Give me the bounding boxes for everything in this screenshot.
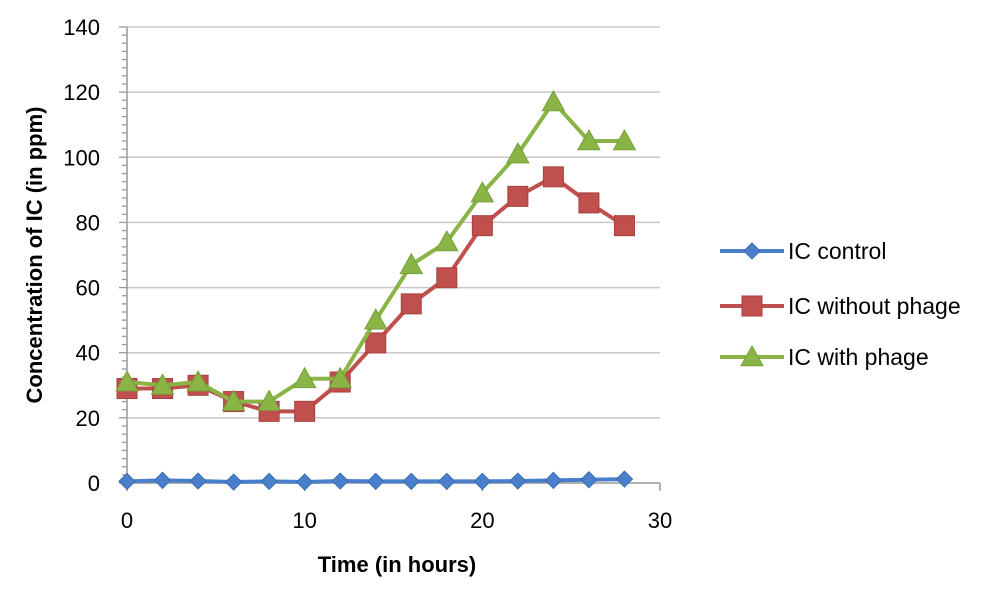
- y-tick-label-140: 140: [63, 15, 100, 40]
- x-tick-label-0: 0: [121, 508, 133, 533]
- data-point-0-9: [438, 472, 456, 491]
- y-tick-label-60: 60: [76, 276, 100, 301]
- legend-label-2: IC with phage: [788, 344, 929, 370]
- data-point-0-12: [544, 471, 563, 490]
- data-point-1-7: [365, 332, 387, 354]
- data-point-2-1: [150, 373, 175, 395]
- data-point-2-10: [470, 181, 495, 203]
- data-point-2-3: [221, 389, 246, 411]
- x-axis-label: Time (in hours): [318, 552, 477, 577]
- data-point-0-2: [189, 472, 207, 490]
- data-point-2-4: [257, 389, 281, 411]
- data-point-0-10: [473, 472, 492, 491]
- y-tick-label-100: 100: [63, 145, 100, 170]
- data-point-1-5: [294, 400, 316, 422]
- data-point-2-9: [434, 229, 459, 252]
- data-point-1-10: [471, 215, 493, 237]
- data-point-0-11: [509, 472, 527, 490]
- y-tick-label-80: 80: [76, 210, 100, 235]
- data-point-2-8: [399, 252, 424, 275]
- data-point-2-11: [506, 141, 530, 164]
- x-tick-label-30: 30: [648, 508, 672, 533]
- data-point-2-6: [328, 366, 353, 389]
- y-tick-label-20: 20: [76, 406, 100, 431]
- data-point-2-13: [577, 128, 601, 151]
- tick-labels: 0 20 40 60 80 100 120 140 0 10 20 30: [63, 15, 672, 533]
- data-series: [115, 89, 637, 491]
- data-point-1-9: [436, 267, 458, 289]
- data-point-2-2: [186, 369, 210, 392]
- data-point-0-7: [367, 472, 385, 491]
- data-point-0-4: [260, 472, 278, 491]
- data-point-1-12: [542, 166, 564, 188]
- data-point-0-5: [295, 473, 314, 491]
- data-point-2-7: [363, 308, 388, 330]
- legend-entry-1: IC without phage: [720, 293, 961, 319]
- series-2: [115, 89, 637, 411]
- y-tick-label-0: 0: [88, 471, 100, 496]
- data-point-0-3: [224, 473, 243, 491]
- data-point-0-14: [615, 470, 634, 488]
- data-point-0-6: [331, 472, 349, 490]
- data-point-1-11: [507, 185, 529, 207]
- series-0: [118, 470, 634, 491]
- y-tick-label-40: 40: [76, 341, 100, 366]
- legend-label-1: IC without phage: [788, 293, 961, 319]
- axes: [119, 26, 661, 491]
- y-tick-label-120: 120: [63, 80, 100, 105]
- data-point-0-13: [580, 471, 598, 489]
- data-point-0-0: [118, 472, 136, 491]
- data-point-1-8: [400, 293, 422, 315]
- data-point-1-13: [578, 192, 600, 214]
- legend-marker-1: [741, 295, 763, 317]
- gridlines: [127, 26, 660, 419]
- data-point-2-14: [612, 128, 637, 151]
- legend-marker-2: [740, 344, 764, 367]
- data-point-1-14: [613, 215, 635, 237]
- data-point-0-1: [153, 471, 172, 490]
- data-point-2-5: [292, 366, 317, 389]
- legend-entry-2: IC with phage: [720, 344, 929, 370]
- x-tick-label-20: 20: [470, 508, 494, 533]
- legend-marker-0: [743, 242, 761, 260]
- data-point-2-12: [541, 89, 566, 112]
- legend-entry-0: IC control: [720, 238, 886, 264]
- legend: IC control IC without phage IC with phage: [720, 238, 961, 370]
- series-line-2: [126, 99, 625, 404]
- data-point-0-8: [402, 472, 420, 491]
- y-axis-label: Concentration of IC (in ppm): [22, 107, 47, 404]
- data-point-2-0: [115, 369, 139, 392]
- x-tick-label-10: 10: [292, 508, 316, 533]
- legend-label-0: IC control: [788, 238, 886, 264]
